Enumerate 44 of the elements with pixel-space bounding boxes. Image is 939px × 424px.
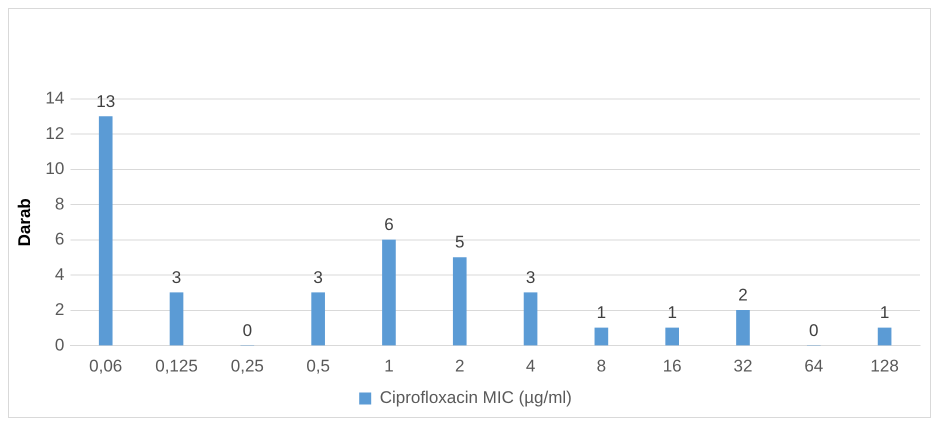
legend-label: Ciprofloxacin MIC (µg/ml) <box>380 388 572 408</box>
x-tick-label: 0,5 <box>306 356 330 376</box>
data-label: 1 <box>880 303 890 322</box>
data-label: 2 <box>738 286 748 305</box>
data-label: 6 <box>384 215 394 234</box>
data-label: 0 <box>242 320 252 340</box>
x-tick-label: 128 <box>870 356 899 376</box>
y-axis-title: Darab <box>14 198 34 246</box>
x-tick-label: 1 <box>384 356 394 376</box>
data-label: 5 <box>455 232 464 252</box>
bar <box>736 310 750 346</box>
y-tick-label: 6 <box>54 230 64 249</box>
y-tick-label: 8 <box>54 194 64 214</box>
x-tick-label: 64 <box>804 356 824 376</box>
data-label: 1 <box>596 303 606 322</box>
bar <box>170 292 184 346</box>
y-tick-label: 4 <box>54 264 64 284</box>
data-label: 1 <box>667 303 677 322</box>
y-tick-label: 12 <box>45 124 64 143</box>
x-tick-label: 32 <box>734 356 752 376</box>
bar <box>311 292 325 346</box>
y-tick-label: 2 <box>54 300 64 320</box>
x-tick-label: 4 <box>526 356 536 376</box>
x-tick-label: 0,06 <box>89 356 122 376</box>
x-tick-label: 2 <box>455 356 464 376</box>
bar <box>594 328 608 346</box>
x-tick-label: 0,25 <box>230 356 264 376</box>
x-tick-label: 8 <box>596 356 606 376</box>
y-tick-label: 0 <box>54 335 64 354</box>
data-label: 3 <box>172 268 182 287</box>
bar <box>452 257 467 346</box>
x-tick-label: 16 <box>662 356 682 376</box>
data-label: 13 <box>96 92 116 111</box>
bar <box>524 292 538 346</box>
bar <box>382 240 396 346</box>
data-label: 3 <box>526 268 536 287</box>
y-tick-label: 10 <box>45 159 64 178</box>
x-tick-label: 0,125 <box>155 356 198 376</box>
data-label: 3 <box>313 268 323 287</box>
bar <box>98 116 113 346</box>
y-tick-label: 14 <box>45 88 64 108</box>
bar <box>665 328 680 346</box>
bar <box>878 328 892 346</box>
data-label: 0 <box>809 320 819 340</box>
